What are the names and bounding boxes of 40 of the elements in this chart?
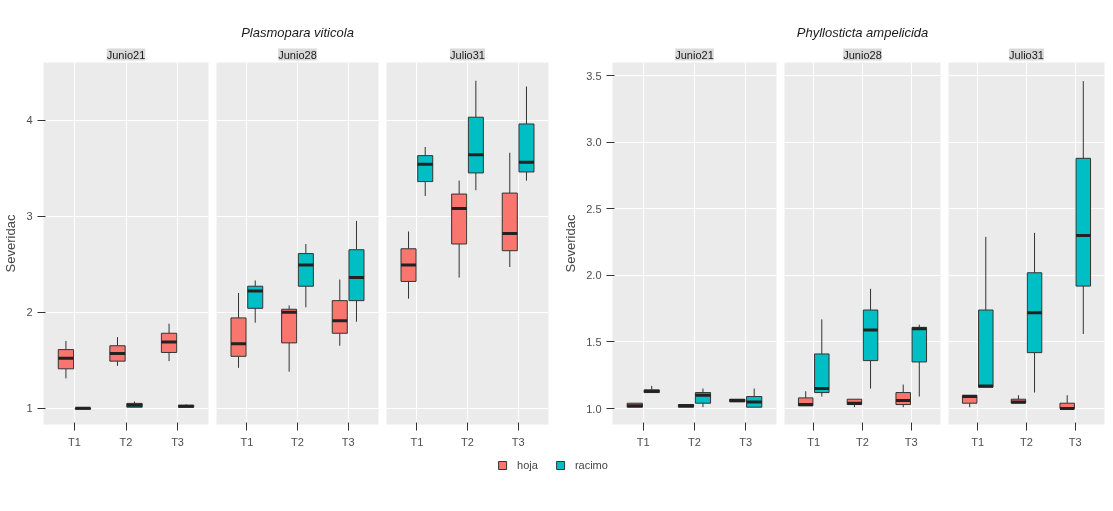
chart-title: Phyllosticta ampelicida	[796, 24, 929, 40]
x-tick-label: T2	[856, 435, 869, 448]
y-tick-label: 2.0	[586, 269, 602, 282]
chart-subtitle: Julio31	[1009, 48, 1044, 61]
x-tick-label: T2	[1020, 435, 1033, 448]
x-tick-label: T1	[240, 435, 254, 448]
chart-subtitle: Junio28	[278, 48, 317, 61]
legend-label: hoja	[517, 459, 538, 471]
y-tick-label: 3.5	[586, 69, 602, 82]
chart-subtitle: Junio28	[843, 48, 882, 61]
y-tick-label: 2	[26, 306, 33, 319]
x-tick-label: T2	[688, 435, 701, 448]
x-tick-label: T3	[341, 435, 355, 448]
chart-subtitle: Junio21	[106, 48, 146, 61]
x-tick-label: T3	[1068, 435, 1082, 448]
y-tick-label: 4	[26, 114, 33, 127]
x-tick-label: T1	[636, 435, 650, 448]
chart-subtitle: Julio31	[450, 48, 485, 61]
legend-label: racimo	[574, 459, 608, 471]
y-tick-label: 3	[26, 210, 33, 223]
x-tick-label: T3	[904, 435, 918, 448]
y-axis-title: Severidac	[563, 214, 579, 273]
x-tick-label: T1	[807, 435, 821, 448]
x-tick-label: T1	[410, 435, 424, 448]
y-axis-title: Severidac	[3, 214, 19, 273]
x-tick-label: T1	[68, 435, 81, 448]
x-tick-label: T1	[971, 435, 985, 448]
x-tick-label: T2	[291, 435, 304, 448]
y-tick-label: 1.0	[586, 402, 602, 415]
x-tick-label: T2	[119, 435, 133, 448]
x-tick-label: T3	[511, 435, 525, 448]
x-tick-label: T3	[739, 435, 753, 448]
y-tick-label: 3.0	[586, 136, 602, 149]
chart-title: Plasmopara viticola	[241, 24, 354, 40]
chart-subtitle: Junio21	[675, 48, 714, 61]
y-tick-label: 1	[26, 402, 33, 415]
y-tick-label: 1.5	[586, 335, 602, 348]
y-tick-label: 2.5	[586, 202, 602, 215]
x-tick-label: T2	[461, 435, 474, 448]
x-tick-label: T3	[171, 435, 184, 448]
